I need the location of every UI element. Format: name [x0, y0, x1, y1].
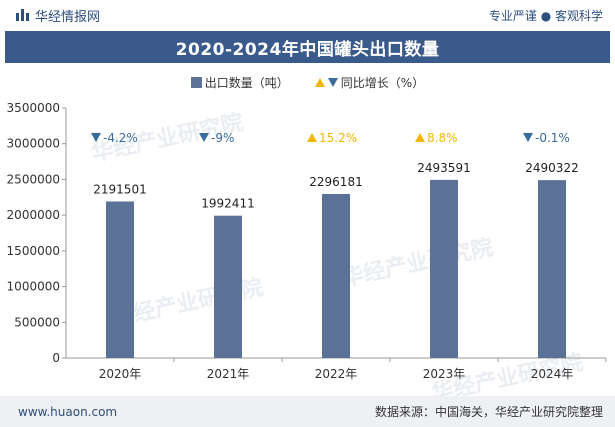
triangle-up-icon	[314, 77, 325, 87]
growth-label: 15.2%	[319, 131, 357, 145]
growth-label: -0.1%	[535, 131, 570, 145]
growth-down-marker	[199, 133, 209, 142]
x-tick-label: 2021年	[207, 367, 250, 381]
growth-down-marker	[523, 133, 533, 142]
slogan: 专业严谨 ● 客观科学	[488, 8, 603, 23]
bar-value-label: 2490322	[525, 161, 578, 175]
bar	[322, 193, 350, 358]
y-tick-label: 1500000	[7, 244, 60, 258]
brand-name: 华经情报网	[35, 9, 101, 25]
brand-logo-icon	[16, 9, 29, 21]
growth-down-marker	[91, 133, 101, 142]
growth-label: -9%	[211, 131, 234, 145]
bar	[214, 215, 242, 358]
legend-item-growth: 同比增长（%）	[314, 74, 425, 91]
bar-value-label: 2493591	[417, 161, 470, 175]
y-tick-label: 3000000	[7, 137, 60, 151]
y-tick-label: 2000000	[7, 208, 60, 222]
y-tick-label: 0	[52, 351, 60, 365]
y-tick-label: 3500000	[7, 101, 60, 115]
brand: 华经情报网	[16, 6, 100, 25]
bar-value-label: 1992411	[201, 197, 254, 211]
legend-growth-label: 同比增长（%）	[340, 75, 425, 90]
y-tick-label: 1000000	[7, 280, 60, 294]
y-tick-label: 500000	[14, 315, 60, 329]
bar-value-label: 2296181	[309, 175, 362, 189]
top-bar: 华经情报网 专业严谨 ● 客观科学	[0, 0, 615, 30]
growth-up-marker	[415, 133, 425, 142]
x-tick-label: 2022年	[315, 367, 358, 381]
bar-chart: 0 500000 1000000 1500000 2000000 2500000 30000…	[7, 101, 607, 381]
bar	[538, 180, 566, 358]
bar	[430, 179, 458, 358]
legend-item-bar: 出口数量（吨）	[190, 74, 289, 91]
y-tick-label: 2500000	[7, 172, 60, 186]
data-source: 数据来源：中国海关，华经产业研究院整理	[374, 405, 603, 419]
bar	[106, 201, 134, 358]
footer-url: www.huaon.com	[18, 404, 118, 419]
triangle-down-icon	[327, 77, 338, 87]
x-tick-label: 2020年	[99, 367, 142, 381]
growth-up-marker	[307, 133, 317, 142]
legend: 出口数量（吨） 同比增长（%）	[0, 72, 615, 92]
x-tick-label: 2023年	[423, 367, 466, 381]
x-tick-label: 2024年	[531, 367, 574, 381]
growth-label: 8.8%	[427, 131, 458, 145]
footer: www.huaon.com 数据来源：中国海关，华经产业研究院整理	[0, 396, 615, 427]
bar-value-label: 2191501	[93, 182, 146, 196]
growth-label: -4.2%	[103, 131, 138, 145]
chart-title: 2020-2024年中国罐头出口数量	[5, 31, 610, 63]
legend-bar-label: 出口数量（吨）	[204, 75, 289, 90]
bar-swatch-icon	[190, 76, 202, 88]
